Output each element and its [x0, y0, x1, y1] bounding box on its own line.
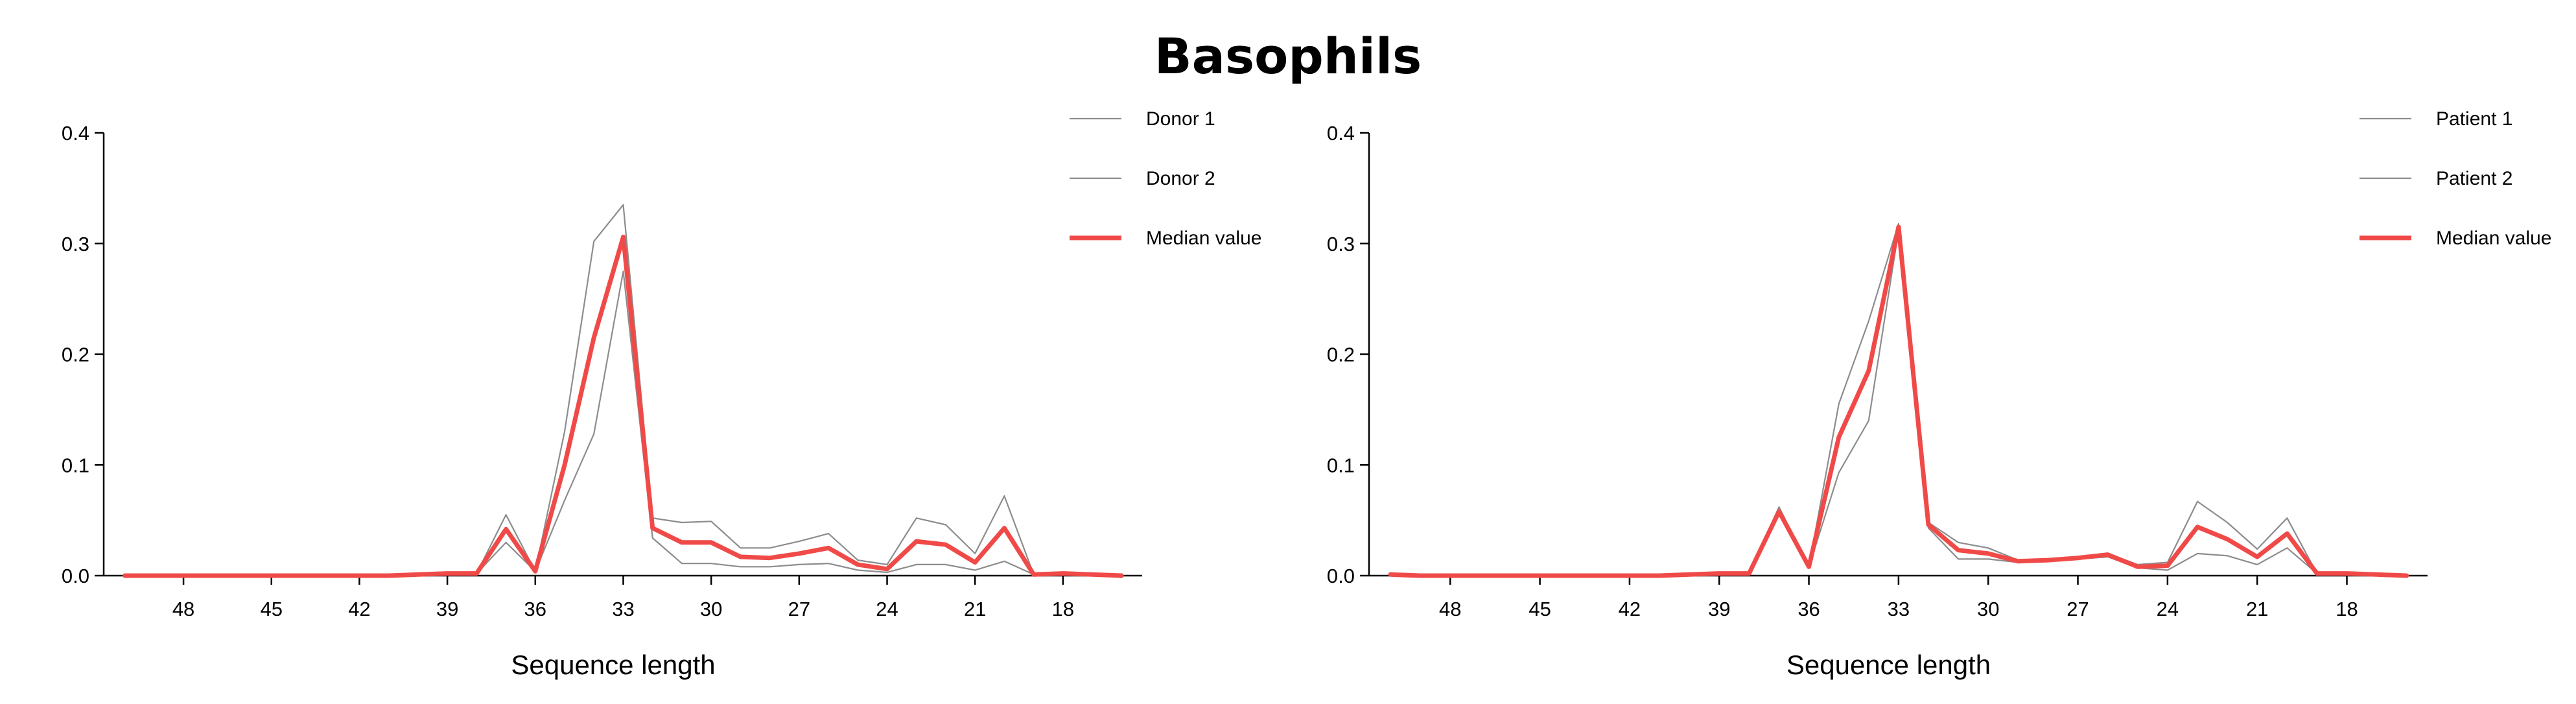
- x-tick-label: 48: [1439, 598, 1461, 620]
- legend-label: Donor 1: [1146, 108, 1215, 130]
- series-line-patient-1: [1390, 222, 2407, 577]
- y-tick-label: 0.1: [1327, 454, 1355, 476]
- x-tick-label: 36: [524, 598, 546, 620]
- x-tick-label: 33: [612, 598, 634, 620]
- y-tick-label: 0.0: [1327, 565, 1355, 587]
- x-tick-label: 45: [261, 598, 283, 620]
- x-tick-label: 27: [788, 598, 810, 620]
- x-tick-label: 30: [700, 598, 722, 620]
- x-tick-label: 36: [1797, 598, 1820, 620]
- legend-label: Donor 2: [1146, 168, 1215, 189]
- x-tick-label: 24: [876, 598, 898, 620]
- y-tick-label: 0.4: [1327, 122, 1355, 145]
- x-axis-label: Sequence length: [1786, 650, 1991, 680]
- x-tick-label: 42: [1619, 598, 1641, 620]
- series-line-donor-1: [124, 204, 1123, 577]
- x-tick-label: 21: [964, 598, 986, 620]
- chart-title: Basophils: [1154, 27, 1422, 85]
- chart-2: 0.0 0.1 0.2 0.3 0.4 48 45 42 39 36 33 30 27 24 21 18 Seq…: [1327, 108, 2552, 680]
- series-line-median-value: [123, 235, 1124, 578]
- y-tick-label: 0.3: [62, 233, 89, 255]
- x-tick-label: 27: [2067, 598, 2089, 620]
- x-tick-label: 48: [172, 598, 194, 620]
- legend-label: Patient 1: [2436, 108, 2512, 130]
- legend-label: Patient 2: [2436, 168, 2512, 189]
- y-tick-label: 0.4: [62, 122, 89, 145]
- x-tick-label: 42: [348, 598, 370, 620]
- legend-label: Median value: [1146, 228, 1261, 249]
- y-tick-label: 0.3: [1327, 233, 1355, 255]
- series-line-median-value: [1388, 224, 2409, 578]
- series-line-donor-2: [124, 270, 1123, 577]
- x-tick-label: 30: [1977, 598, 1999, 620]
- y-tick-label: 0.2: [1327, 344, 1355, 366]
- x-axis-label: Sequence length: [511, 650, 715, 680]
- y-tick-label: 0.0: [62, 565, 89, 587]
- x-tick-label: 24: [2157, 598, 2179, 620]
- x-tick-label: 39: [1708, 598, 1730, 620]
- x-tick-label: 18: [2336, 598, 2358, 620]
- x-tick-label: 33: [1888, 598, 1910, 620]
- x-tick-label: 39: [436, 598, 458, 620]
- y-tick-label: 0.2: [62, 344, 89, 366]
- legend-label: Median value: [2436, 228, 2551, 249]
- y-tick-label: 0.1: [62, 454, 89, 476]
- chart-1: 0.0 0.1 0.2 0.3 0.4 48 45 42 39 36 33 30 27 24 21 18 Seq…: [62, 108, 1262, 680]
- series-line-patient-2: [1390, 229, 2407, 577]
- x-tick-label: 45: [1528, 598, 1551, 620]
- x-tick-label: 21: [2246, 598, 2268, 620]
- x-tick-label: 18: [1052, 598, 1074, 620]
